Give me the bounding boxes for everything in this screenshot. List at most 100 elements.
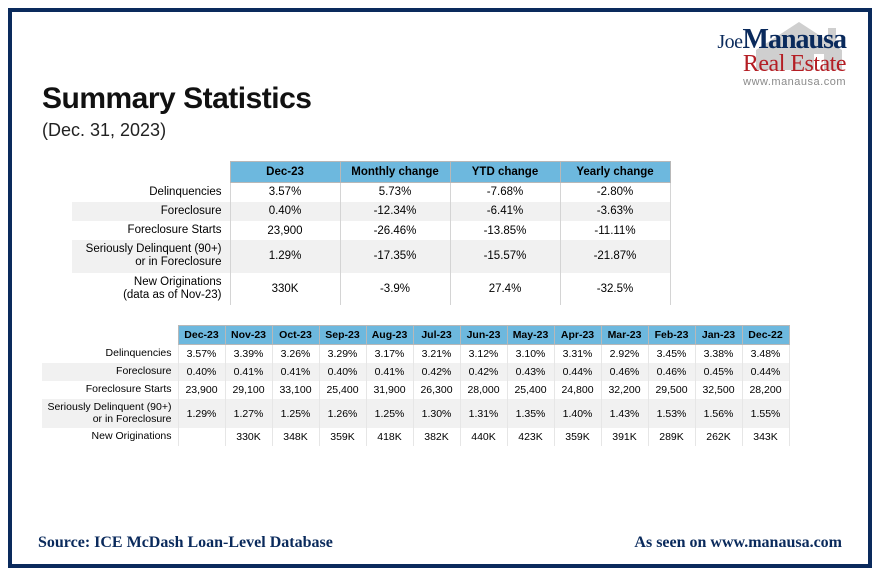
cell-value: -2.80%: [560, 183, 670, 202]
cell-value: 5.73%: [340, 183, 450, 202]
main-content: Summary Statistics (Dec. 31, 2023) Dec-2…: [42, 82, 838, 446]
cell-value: 3.21%: [413, 345, 460, 364]
cell-value: 3.10%: [507, 345, 554, 364]
cell-value: 348K: [272, 428, 319, 446]
monthly-col-header: Jun-23: [460, 326, 507, 345]
row-label: Foreclosure: [72, 202, 230, 221]
cell-value: 423K: [507, 428, 554, 446]
cell-value: 1.29%: [230, 240, 340, 272]
cell-value: 0.42%: [413, 363, 460, 381]
cell-value: 25,400: [319, 381, 366, 399]
cell-value: 3.38%: [695, 345, 742, 364]
cell-value: 0.41%: [366, 363, 413, 381]
footer-source: Source: ICE McDash Loan-Level Database: [38, 534, 333, 552]
logo-text-joe: Joe: [717, 31, 742, 53]
cell-value: -6.41%: [450, 202, 560, 221]
cell-value: -3.9%: [340, 273, 450, 305]
cell-value: 330K: [225, 428, 272, 446]
cell-value: [178, 428, 225, 446]
cell-value: 0.45%: [695, 363, 742, 381]
cell-value: 0.40%: [178, 363, 225, 381]
row-label: Seriously Delinquent (90+)or in Foreclos…: [42, 399, 178, 428]
cell-value: 0.42%: [460, 363, 507, 381]
cell-value: 3.31%: [554, 345, 601, 364]
cell-value: 25,400: [507, 381, 554, 399]
monthly-col-header: Mar-23: [601, 326, 648, 345]
cell-value: 1.35%: [507, 399, 554, 428]
cell-value: 330K: [230, 273, 340, 305]
cell-value: 29,500: [648, 381, 695, 399]
cell-value: 3.57%: [178, 345, 225, 364]
cell-value: 0.41%: [272, 363, 319, 381]
cell-value: 3.29%: [319, 345, 366, 364]
cell-value: 0.43%: [507, 363, 554, 381]
cell-value: 33,100: [272, 381, 319, 399]
cell-value: -32.5%: [560, 273, 670, 305]
cell-value: 3.48%: [742, 345, 789, 364]
cell-value: 31,900: [366, 381, 413, 399]
cell-value: 29,100: [225, 381, 272, 399]
cell-value: 1.55%: [742, 399, 789, 428]
table-row: Delinquencies3.57%5.73%-7.68%-2.80%: [72, 183, 670, 202]
cell-value: 0.40%: [230, 202, 340, 221]
cell-value: 3.45%: [648, 345, 695, 364]
cell-value: 359K: [554, 428, 601, 446]
row-label: Delinquencies: [42, 345, 178, 364]
monthly-col-header: Oct-23: [272, 326, 319, 345]
monthly-col-header: Apr-23: [554, 326, 601, 345]
footer: Source: ICE McDash Loan-Level Database A…: [38, 534, 842, 552]
row-label: New Originations: [42, 428, 178, 446]
summary-col-header: Dec-23: [230, 162, 340, 183]
monthly-col-header: Jul-23: [413, 326, 460, 345]
cell-value: 1.30%: [413, 399, 460, 428]
cell-value: 1.31%: [460, 399, 507, 428]
summary-table: Dec-23Monthly changeYTD changeYearly cha…: [72, 161, 671, 305]
cell-value: 1.29%: [178, 399, 225, 428]
cell-value: -11.11%: [560, 221, 670, 240]
cell-value: 1.56%: [695, 399, 742, 428]
cell-value: -3.63%: [560, 202, 670, 221]
table-row: Delinquencies3.57%3.39%3.26%3.29%3.17%3.…: [42, 345, 789, 364]
cell-value: 0.46%: [601, 363, 648, 381]
monthly-col-header: Sep-23: [319, 326, 366, 345]
cell-value: 3.26%: [272, 345, 319, 364]
table-row: Seriously Delinquent (90+)or in Foreclos…: [72, 240, 670, 272]
table-row: New Originations(data as of Nov-23)330K-…: [72, 273, 670, 305]
cell-value: 3.39%: [225, 345, 272, 364]
monthly-col-header: Jan-23: [695, 326, 742, 345]
cell-value: 382K: [413, 428, 460, 446]
row-label: Foreclosure Starts: [42, 381, 178, 399]
row-label: Delinquencies: [72, 183, 230, 202]
cell-value: 359K: [319, 428, 366, 446]
cell-value: 28,000: [460, 381, 507, 399]
monthly-col-header: Feb-23: [648, 326, 695, 345]
cell-value: -15.57%: [450, 240, 560, 272]
cell-value: -17.35%: [340, 240, 450, 272]
table-row: Foreclosure0.40%0.41%0.41%0.40%0.41%0.42…: [42, 363, 789, 381]
cell-value: 262K: [695, 428, 742, 446]
cell-value: 3.17%: [366, 345, 413, 364]
monthly-table: Dec-23Nov-23Oct-23Sep-23Aug-23Jul-23Jun-…: [42, 325, 790, 446]
cell-value: -12.34%: [340, 202, 450, 221]
cell-value: 343K: [742, 428, 789, 446]
cell-value: 32,200: [601, 381, 648, 399]
cell-value: 32,500: [695, 381, 742, 399]
row-label: Foreclosure: [42, 363, 178, 381]
table-row: Foreclosure Starts23,90029,10033,10025,4…: [42, 381, 789, 399]
cell-value: 1.25%: [272, 399, 319, 428]
cell-value: 1.25%: [366, 399, 413, 428]
cell-value: -26.46%: [340, 221, 450, 240]
cell-value: 2.92%: [601, 345, 648, 364]
page-title: Summary Statistics: [42, 82, 838, 116]
summary-col-header: YTD change: [450, 162, 560, 183]
summary-col-header: Monthly change: [340, 162, 450, 183]
table-row: Foreclosure0.40%-12.34%-6.41%-3.63%: [72, 202, 670, 221]
cell-value: 1.53%: [648, 399, 695, 428]
monthly-col-header: Nov-23: [225, 326, 272, 345]
row-label: Seriously Delinquent (90+)or in Foreclos…: [72, 240, 230, 272]
cell-value: 23,900: [178, 381, 225, 399]
cell-value: 3.12%: [460, 345, 507, 364]
monthly-col-header: Aug-23: [366, 326, 413, 345]
cell-value: -21.87%: [560, 240, 670, 272]
cell-value: 0.44%: [554, 363, 601, 381]
